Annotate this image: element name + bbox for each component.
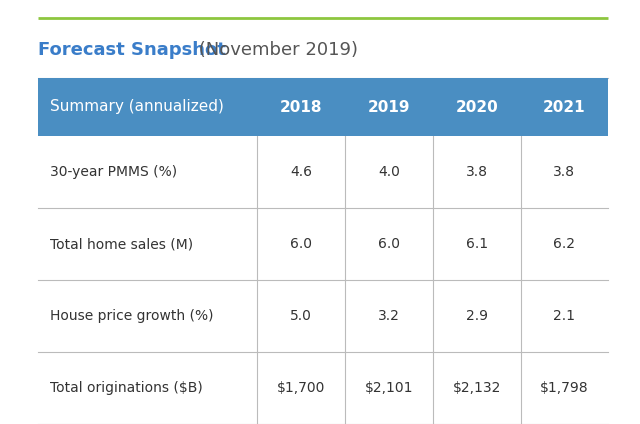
Text: $2,132: $2,132 xyxy=(452,381,501,395)
Text: Total home sales (M): Total home sales (M) xyxy=(50,237,193,251)
Text: 2018: 2018 xyxy=(280,100,323,114)
Text: 2020: 2020 xyxy=(456,100,499,114)
Text: 3.8: 3.8 xyxy=(466,165,488,179)
Text: 2019: 2019 xyxy=(368,100,410,114)
Text: House price growth (%): House price growth (%) xyxy=(50,309,214,323)
Text: Forecast Snapshot: Forecast Snapshot xyxy=(38,41,226,59)
Text: $1,798: $1,798 xyxy=(540,381,589,395)
Text: (November 2019): (November 2019) xyxy=(193,41,358,59)
Text: 4.0: 4.0 xyxy=(378,165,400,179)
Text: 2.9: 2.9 xyxy=(466,309,488,323)
Text: Summary (annualized): Summary (annualized) xyxy=(50,100,224,114)
Text: $1,700: $1,700 xyxy=(277,381,326,395)
Text: 4.6: 4.6 xyxy=(291,165,312,179)
Text: 3.2: 3.2 xyxy=(378,309,400,323)
Text: 5.0: 5.0 xyxy=(291,309,312,323)
Text: 6.1: 6.1 xyxy=(466,237,488,251)
Text: 30-year PMMS (%): 30-year PMMS (%) xyxy=(50,165,177,179)
Text: 2021: 2021 xyxy=(543,100,586,114)
Text: Total originations ($B): Total originations ($B) xyxy=(50,381,203,395)
Text: 2.1: 2.1 xyxy=(554,309,575,323)
Text: 3.8: 3.8 xyxy=(554,165,575,179)
Text: 6.0: 6.0 xyxy=(378,237,400,251)
Text: $2,101: $2,101 xyxy=(365,381,413,395)
Bar xyxy=(38,78,608,136)
Text: 6.0: 6.0 xyxy=(291,237,312,251)
Text: 6.2: 6.2 xyxy=(554,237,575,251)
